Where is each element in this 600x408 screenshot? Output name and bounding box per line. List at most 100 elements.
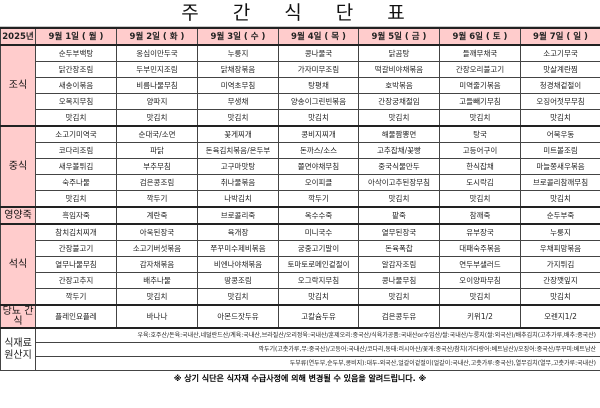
origin-row: 깍두기(고춧가루,무:중국산)/고등어:국내산/코다리,동태:러시아산/꽃게:중… <box>1 342 600 357</box>
year-label: 2025년 <box>0 27 36 46</box>
menu-item: 미트볼조림 <box>520 142 600 159</box>
menu-item: 순대국/소면 <box>116 125 198 143</box>
day-header: 9월 2일 ( 화 ) <box>116 27 198 46</box>
menu-item: 아몬드잣두유 <box>197 304 279 329</box>
menu-row: 새송이볶음 비름나물무침 미역초무침 탕평채 호박볶음 미역줄기볶음 청경채겉절이 <box>1 77 600 94</box>
menu-item: 순두부죽 <box>520 206 600 225</box>
menu-item: 콩나물무침 <box>358 272 440 289</box>
menu-row: 열무나물무침 감자채볶음 비엔나야채볶음 토마토로메인겉절이 알감자조림 연두부샐러드 가지… <box>1 256 600 273</box>
origin-text: 두부류(연두부,순두부,콩비지):대두-외국산,얼갈이겉절이(얼갈이:국내산,고… <box>35 356 600 371</box>
menu-item: 탕국 <box>439 125 521 143</box>
menu-item: 해물짬뽕면 <box>358 125 440 143</box>
menu-item: 양파지 <box>116 93 198 110</box>
menu-item: 오렌지1/2 <box>520 304 600 329</box>
menu-item: 도시락김 <box>439 174 521 191</box>
menu-item: 누룽지 <box>197 44 279 62</box>
menu-item: 무생채 <box>197 93 279 110</box>
menu-item: 청경채겉절이 <box>520 77 600 94</box>
origin-row: 식재료 원산지 우육:호주산/돈육:국내산,네덜란드산/계육:국내산,브라질산/오… <box>0 327 600 371</box>
menu-row: 맛김치 맛김치 맛김치 맛김치 맛김치 맛김치 맛김치 <box>1 109 600 127</box>
menu-item: 궁중고기말이 <box>278 240 359 257</box>
menu-item: 떡갈비야채볶음 <box>358 61 440 78</box>
menu-item: 우채피망볶음 <box>520 240 600 257</box>
menu-item: 맛김치 <box>358 109 440 127</box>
menu-row: 석식 참치김치찌개 아욱된장국 육개장 미니국수 열무된장국 유부장국 누룽지 <box>0 223 600 306</box>
menu-item: 검은콩두유 <box>358 304 440 329</box>
menu-row: 중식 소고기미역국 순대국/소면 꽃게찌개 콩비지찌개 해물짬뽕면 탕국 어묵우동 <box>0 125 600 208</box>
menu-row: 깍두기 맛김치 맛김치 맛김치 맛김치 맛김치 맛김치 <box>1 288 600 306</box>
header-row: 2025년 9월 1일 ( 월 ) 9월 2일 ( 화 ) 9월 3일 ( 수 ) 9월… <box>0 27 600 46</box>
menu-item: 흑임자죽 <box>35 206 117 225</box>
menu-row: 닭간장조림 두부민지조림 닭채장볶음 가자미무조림 떡갈비야채볶음 간장오리불고기 맛살계란… <box>1 61 600 78</box>
menu-item: 탕평채 <box>278 77 359 94</box>
menu-item: 한식잡채 <box>439 158 521 175</box>
menu-item: 닭채장볶음 <box>197 61 279 78</box>
menu-item: 맛김치 <box>197 109 279 127</box>
menu-item: 고구마맛탕 <box>197 158 279 175</box>
weekly-menu-table: 2025년 9월 1일 ( 월 ) 9월 2일 ( 화 ) 9월 3일 ( 수 ) 9월… <box>0 27 600 371</box>
day-header: 9월 7일 ( 일 ) <box>520 27 600 46</box>
menu-item: 땅콩조림 <box>197 272 279 289</box>
menu-item: 어묵우동 <box>520 125 600 143</box>
menu-item: 맛살계란찜 <box>520 61 600 78</box>
menu-row: 오복지무침 양파지 무생채 양송이그린빈볶음 간장궁채절임 고들빼기무침 오징어젓무무침 <box>1 93 600 110</box>
origin-text: 깍두기(고춧가루,무:중국산)/고등어:국내산/코다리,동태:러시아산/꽃게:중… <box>35 342 600 357</box>
menu-item: 옹심이만두국 <box>116 44 198 62</box>
menu-item: 아욱된장국 <box>116 223 198 241</box>
menu-item: 새우볼튀김 <box>35 158 117 175</box>
menu-item: 고등어구이 <box>439 142 521 159</box>
menu-item: 맛김치 <box>358 190 440 208</box>
menu-item: 유부장국 <box>439 223 521 241</box>
menu-item: 맛김치 <box>439 288 521 306</box>
day-header: 9월 3일 ( 수 ) <box>197 27 279 46</box>
menu-item: 맛김치 <box>520 288 600 306</box>
menu-item: 오그락지무침 <box>278 272 359 289</box>
menu-item: 플레인요플레 <box>35 304 117 329</box>
menu-item: 열무된장국 <box>358 223 440 241</box>
menu-item: 부추무침 <box>116 158 198 175</box>
menu-item: 비엔나야채볶음 <box>197 256 279 273</box>
meal-label: 당뇨 간식 <box>0 304 36 329</box>
menu-item: 가자미무조림 <box>278 61 359 78</box>
menu-item: 아삭이고추된장무침 <box>358 174 440 191</box>
menu-item: 비름나물무침 <box>116 77 198 94</box>
menu-item: 맛김치 <box>439 190 521 208</box>
menu-row: 새우볼튀김 부추무침 고구마맛탕 쫄면야채무침 중국식물만두 한식잡채 마늘쫑새우볶음 <box>1 158 600 175</box>
menu-item: 미니국수 <box>278 223 359 241</box>
menu-item: 호박볶음 <box>358 77 440 94</box>
day-header: 9월 5일 ( 금 ) <box>358 27 440 46</box>
menu-item: 간장고추지 <box>35 272 117 289</box>
menu-item: 맛김치 <box>116 288 198 306</box>
menu-item: 간장깻잎지 <box>520 272 600 289</box>
menu-item: 오이양파무침 <box>439 272 521 289</box>
menu-item: 가지튀김 <box>520 256 600 273</box>
menu-item: 코다리조림 <box>35 142 117 159</box>
menu-item: 맛김치 <box>35 190 117 208</box>
menu-item: 맛김치 <box>520 109 600 127</box>
menu-item: 바나나 <box>116 304 198 329</box>
menu-item: 검은콩조림 <box>116 174 198 191</box>
day-header: 9월 1일 ( 월 ) <box>35 27 117 46</box>
menu-item: 나박김치 <box>197 190 279 208</box>
menu-item: 순두부백탕 <box>35 44 117 62</box>
menu-item: 돈육김치볶음/온두부 <box>197 142 279 159</box>
menu-item: 미역초무침 <box>197 77 279 94</box>
menu-item: 계란죽 <box>116 206 198 225</box>
day-header: 9월 4일 ( 목 ) <box>278 27 359 46</box>
title-row: 주 간 식 단 표 <box>0 0 600 27</box>
meal-label: 석식 <box>0 223 36 306</box>
menu-item: 오복지무침 <box>35 93 117 110</box>
menu-item: 새송이볶음 <box>35 77 117 94</box>
menu-item: 참깨죽 <box>439 206 521 225</box>
origin-text: 우육:호주산/돈육:국내산,네덜란드산/계육:국내산,브라질산/오리정육:국내산… <box>35 327 600 343</box>
menu-item: 키위1/2 <box>439 304 521 329</box>
menu-item: 소고기무국 <box>520 44 600 62</box>
menu-item: 맛김치 <box>278 288 359 306</box>
menu-item: 감자채볶음 <box>116 256 198 273</box>
menu-item: 간장불고기 <box>35 240 117 257</box>
menu-item: 두부민지조림 <box>116 61 198 78</box>
menu-item: 깍두기 <box>278 190 359 208</box>
menu-item: 맛김치 <box>278 109 359 127</box>
menu-item: 토마토로메인겉절이 <box>278 256 359 273</box>
menu-item: 미역줄기볶음 <box>439 77 521 94</box>
